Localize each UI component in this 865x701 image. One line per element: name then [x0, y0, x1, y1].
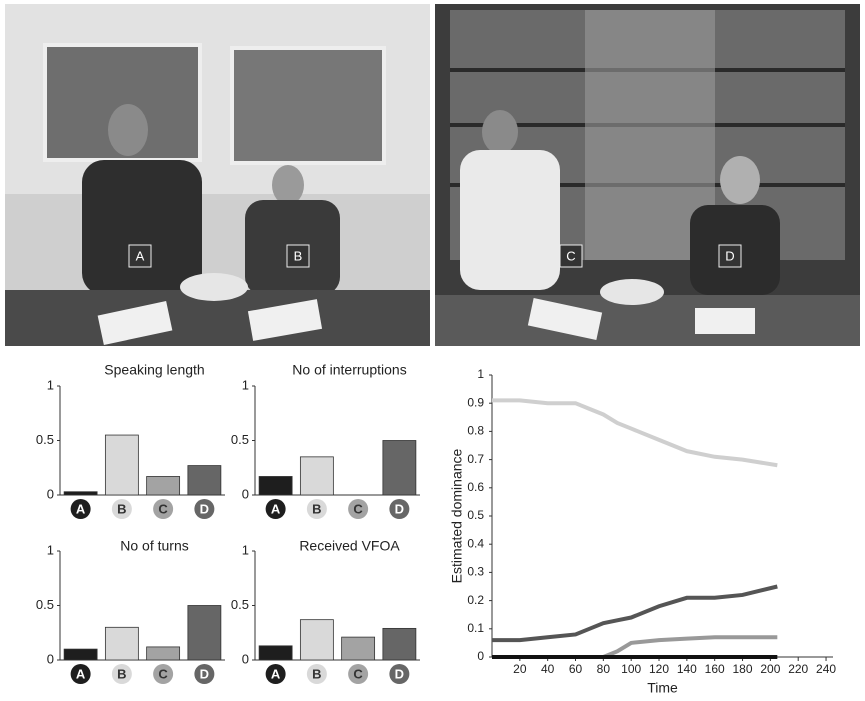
y-tick-label: 0.8: [467, 424, 484, 438]
video-frames: [5, 4, 860, 346]
x-tick-label: 240: [816, 662, 836, 676]
y-tick-label: 0.5: [231, 597, 249, 612]
video-label: D: [725, 248, 734, 263]
bar: [64, 649, 97, 660]
x-tick-label: 220: [788, 662, 808, 676]
x-tick-label: D: [395, 501, 404, 516]
x-tick-label: 80: [597, 662, 611, 676]
x-tick-label: 200: [760, 662, 780, 676]
y-tick-label: 0: [477, 649, 484, 663]
bar: [188, 606, 221, 661]
bar: [105, 627, 138, 660]
x-tick-label: 120: [649, 662, 669, 676]
device: [600, 279, 664, 305]
person-head: [720, 156, 760, 204]
video-label: B: [294, 248, 303, 263]
figure: A B C D Speaking length 0 0.5 1 A B C D No of interr…: [0, 0, 865, 701]
person-body: [460, 150, 560, 290]
x-tick-label: A: [271, 666, 281, 681]
x-tick-label: A: [76, 501, 86, 516]
x-tick-label: 160: [705, 662, 725, 676]
y-tick-label: 0: [242, 486, 249, 501]
y-tick-label: 0.3: [467, 565, 484, 579]
chart-title: Speaking length: [104, 362, 204, 378]
person-body: [82, 160, 202, 295]
x-tick-label: B: [312, 666, 321, 681]
chart-title: Received VFOA: [299, 538, 400, 554]
y-tick-label: 0.2: [467, 593, 484, 607]
bar: [300, 457, 333, 495]
x-tick-label: 20: [513, 662, 527, 676]
line-series: [492, 587, 777, 641]
chart-title: No of turns: [120, 538, 188, 554]
y-tick-label: 1: [477, 367, 484, 381]
y-tick-label: 1: [242, 542, 249, 557]
x-tick-label: C: [158, 501, 168, 516]
bar: [259, 646, 292, 660]
x-tick-label: 60: [569, 662, 583, 676]
line-series: [492, 400, 777, 465]
bar: [342, 637, 375, 660]
y-tick-label: 0.5: [36, 597, 54, 612]
y-tick-label: 0.5: [36, 432, 54, 447]
x-tick-label: B: [117, 666, 126, 681]
bar: [147, 647, 180, 660]
bar: [64, 492, 97, 495]
x-tick-label: D: [200, 501, 209, 516]
page: A B C D Speaking length 0 0.5 1 A B C D No of interr…: [0, 0, 865, 701]
y-axis-label: Estimated dominance: [449, 448, 465, 583]
x-tick-label: A: [76, 666, 86, 681]
x-tick-label: 140: [677, 662, 697, 676]
x-tick-label: C: [158, 666, 168, 681]
x-tick-label: D: [200, 666, 209, 681]
x-tick-label: 180: [733, 662, 753, 676]
bar: [383, 441, 416, 496]
bar: [300, 620, 333, 660]
y-tick-label: 0: [47, 651, 54, 666]
x-tick-label: 100: [621, 662, 641, 676]
video-label: A: [136, 248, 145, 263]
person-head: [108, 104, 148, 156]
y-tick-label: 0.7: [467, 452, 484, 466]
paper: [695, 308, 755, 334]
device: [180, 273, 248, 301]
y-tick-label: 1: [47, 542, 54, 557]
y-tick-label: 1: [242, 377, 249, 392]
x-tick-label: 40: [541, 662, 555, 676]
x-tick-label: D: [395, 666, 404, 681]
y-tick-label: 0.5: [231, 432, 249, 447]
y-tick-label: 0.1: [467, 621, 484, 635]
person-head: [482, 110, 518, 154]
bar: [383, 628, 416, 660]
person-head: [272, 165, 304, 205]
y-tick-label: 0.9: [467, 395, 484, 409]
x-tick-label: B: [312, 501, 321, 516]
bar: [188, 466, 221, 495]
bar: [105, 435, 138, 495]
y-tick-label: 0.6: [467, 480, 484, 494]
video-label: C: [566, 248, 575, 263]
y-tick-label: 0: [47, 486, 54, 501]
y-tick-label: 0.5: [467, 508, 484, 522]
painting: [232, 48, 384, 163]
bar: [147, 476, 180, 495]
x-tick-label: C: [353, 666, 363, 681]
chart-title: No of interruptions: [292, 362, 406, 378]
x-axis-label: Time: [647, 680, 678, 696]
x-tick-label: C: [353, 501, 363, 516]
y-tick-label: 0: [242, 651, 249, 666]
x-tick-label: B: [117, 501, 126, 516]
x-tick-label: A: [271, 501, 281, 516]
y-tick-label: 1: [47, 377, 54, 392]
bar: [259, 476, 292, 495]
y-tick-label: 0.4: [467, 536, 484, 550]
